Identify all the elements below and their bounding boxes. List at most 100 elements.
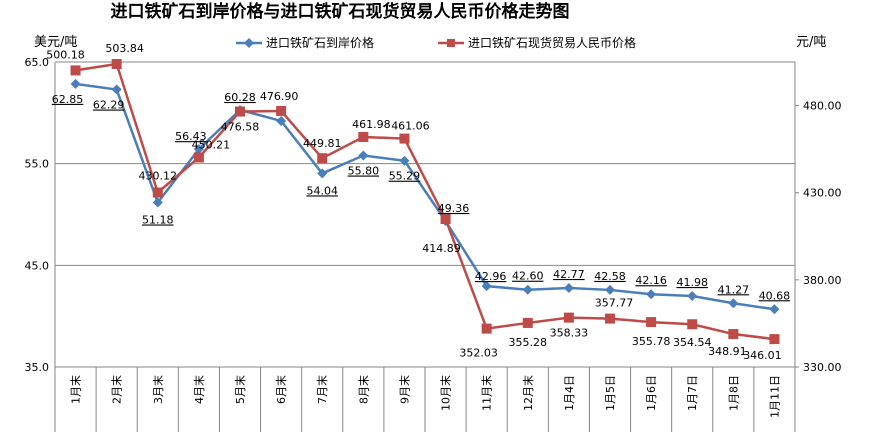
category-axis-labels: 1月末 2月末 3月末 4月末 5月末 6月末 7月末 8月末 9月末 10月末 11月末 12月末 1…	[69, 375, 782, 418]
point-marker	[481, 323, 492, 334]
category-label: 6月末	[274, 375, 288, 404]
point-marker	[399, 133, 410, 144]
data-label: 62.29	[93, 99, 125, 112]
data-label: 414.89	[422, 242, 461, 255]
point-marker	[276, 115, 287, 126]
chart-title: 进口铁矿石到岸价格与进口铁矿石现货贸易人民币价格走势图	[111, 1, 570, 22]
category-label: 1月7日	[686, 375, 699, 411]
legend-item-rmb-price: 进口铁矿石现货贸易人民币价格	[438, 35, 636, 50]
data-label: 354.54	[673, 336, 712, 349]
category-label: 5月末	[233, 375, 247, 404]
left-tick-label: 45.0	[25, 259, 50, 272]
data-label: 41.27	[718, 283, 750, 296]
legend-label-rmb: 进口铁矿石现货贸易人民币价格	[468, 35, 636, 50]
category-label: 4月末	[192, 375, 206, 404]
data-label: 42.58	[594, 270, 626, 283]
series-layer	[70, 59, 780, 345]
point-marker	[276, 105, 287, 116]
point-marker	[152, 187, 163, 198]
point-marker	[522, 284, 533, 295]
point-marker	[358, 150, 369, 161]
data-label: 42.96	[475, 270, 507, 283]
category-label: 9月末	[397, 375, 411, 404]
point-marker	[111, 59, 122, 70]
point-marker	[687, 291, 698, 302]
point-marker	[605, 313, 615, 324]
data-label: 56.43	[175, 130, 207, 143]
right-axis-ticks: 330.00 380.00 430.00 480.00	[795, 100, 842, 374]
point-marker	[687, 319, 698, 330]
point-marker	[399, 155, 410, 166]
data-label: 348.91	[708, 345, 747, 358]
point-marker	[317, 153, 328, 164]
legend-item-cif-price: 进口铁矿石到岸价格	[236, 35, 374, 50]
point-marker	[70, 78, 81, 89]
category-label: 8月末	[356, 375, 370, 404]
category-label: 1月4日	[563, 375, 576, 411]
category-label: 12月末	[521, 375, 535, 411]
data-label: 449.81	[303, 137, 342, 150]
point-marker	[358, 131, 369, 142]
right-tick-label: 380.00	[803, 274, 842, 287]
category-label: 11月末	[480, 375, 494, 411]
data-label: 476.90	[260, 90, 299, 103]
category-label: 1月5日	[604, 375, 617, 411]
data-label: 55.29	[389, 170, 421, 183]
data-labels-layer: 62.85 62.29 51.18 56.43 60.28 54.04 55.80 55.29…	[46, 42, 790, 362]
left-tick-label: 35.0	[25, 361, 50, 374]
data-label: 41.98	[676, 276, 708, 289]
point-marker	[728, 329, 739, 340]
point-marker	[440, 214, 451, 225]
point-marker	[769, 334, 780, 345]
category-label: 1月末	[69, 375, 83, 404]
data-label: 49.36	[438, 202, 470, 215]
legend-label-cif: 进口铁矿石到岸价格	[266, 35, 374, 50]
axes	[54, 62, 796, 432]
data-label: 355.28	[509, 336, 548, 349]
data-label: 357.77	[595, 297, 634, 310]
data-label: 355.78	[632, 335, 671, 348]
right-tick-label: 480.00	[803, 100, 842, 113]
data-label: 500.18	[46, 48, 85, 61]
left-tick-label: 55.0	[25, 158, 50, 171]
data-label: 461.06	[391, 120, 430, 133]
point-marker	[70, 65, 81, 76]
point-marker	[235, 106, 245, 117]
point-marker	[193, 144, 204, 155]
category-label: 10月末	[439, 375, 453, 411]
point-marker	[646, 317, 657, 328]
data-label: 358.33	[550, 327, 589, 340]
data-label: 62.85	[52, 93, 84, 106]
legend-marker-diamond	[244, 38, 254, 48]
data-label: 60.28	[224, 91, 256, 104]
category-label: 1月8日	[727, 375, 740, 411]
right-tick-label: 430.00	[803, 187, 842, 200]
data-label: 42.16	[635, 274, 667, 287]
category-label: 3月末	[151, 375, 165, 404]
data-label: 42.77	[553, 268, 585, 281]
point-marker	[563, 312, 574, 323]
series-line-1	[75, 62, 775, 341]
right-axis-unit: 元/吨	[796, 35, 826, 50]
point-marker	[522, 317, 533, 328]
data-label: 461.98	[352, 118, 391, 131]
legend-marker-square	[447, 39, 455, 47]
left-axis-unit: 美元/吨	[34, 35, 77, 50]
data-label: 430.12	[139, 170, 178, 183]
series-line-0	[75, 82, 775, 311]
data-label: 51.18	[142, 214, 174, 227]
data-label: 450.21	[192, 138, 231, 151]
data-label: 346.01	[743, 349, 782, 362]
data-label: 54.04	[306, 184, 338, 197]
data-label: 40.68	[759, 289, 791, 302]
data-label: 55.80	[348, 165, 380, 178]
category-label: 1月11日	[768, 375, 781, 418]
legend: 进口铁矿石到岸价格 进口铁矿石现货贸易人民币价格	[236, 35, 636, 50]
category-label: 7月末	[315, 375, 329, 404]
category-label: 2月末	[110, 375, 124, 404]
data-label: 476.58	[221, 121, 260, 134]
right-tick-label: 330.00	[803, 361, 842, 374]
point-marker	[728, 298, 739, 309]
data-label: 352.03	[459, 347, 498, 360]
category-label: 1月6日	[645, 375, 658, 411]
